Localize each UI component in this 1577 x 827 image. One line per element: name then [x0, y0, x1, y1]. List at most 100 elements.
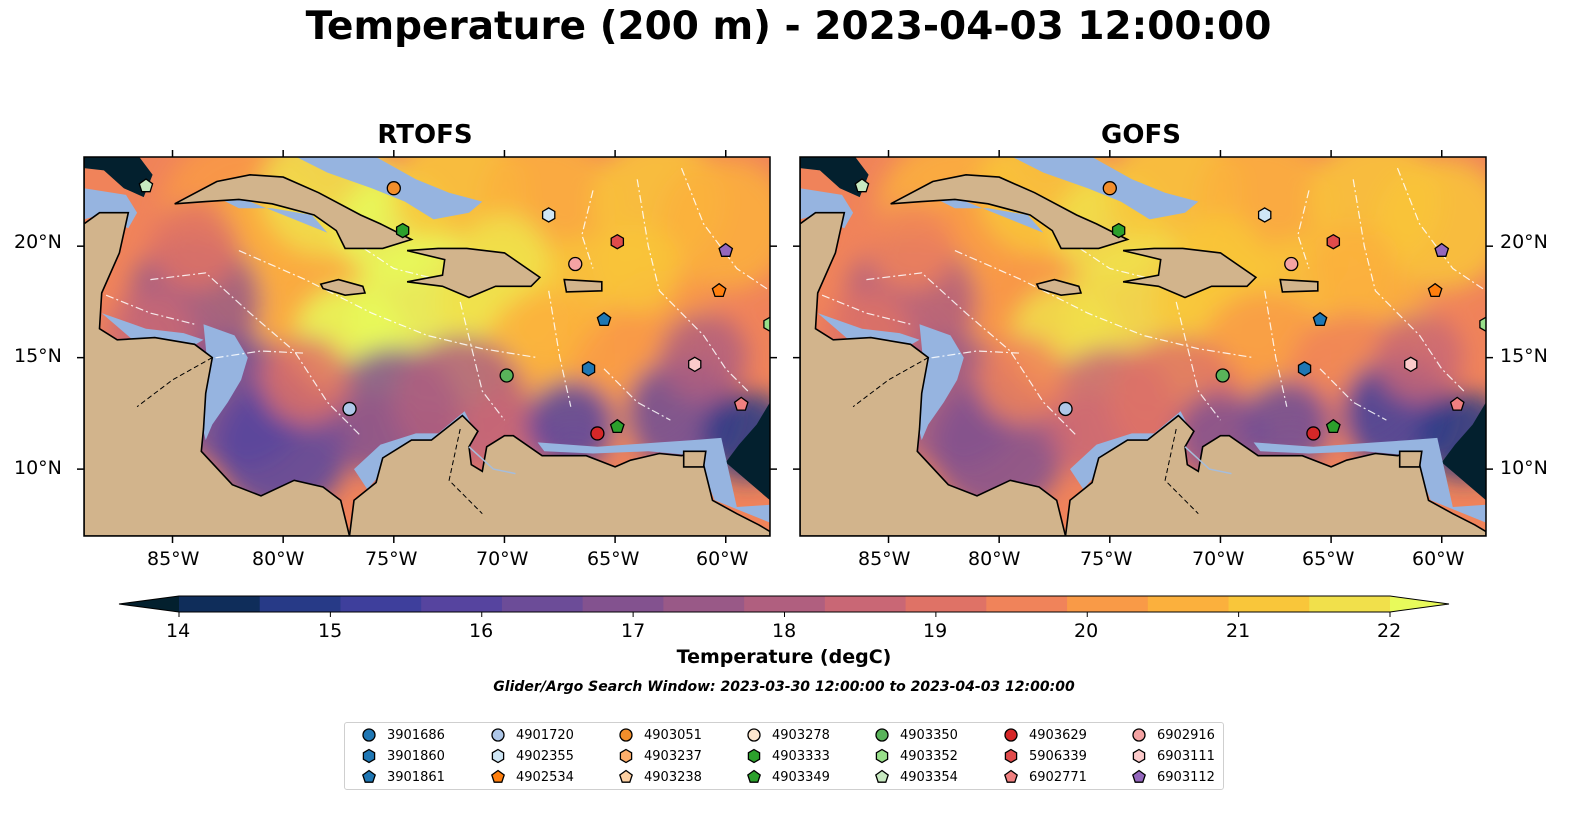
legend-label: 4901720	[516, 727, 574, 743]
colorbar-tick-18: 18	[772, 620, 797, 642]
axis-ticks	[77, 150, 777, 543]
legend-marker	[1004, 728, 1018, 742]
legend-marker-shape	[619, 769, 633, 783]
lon-tick-60w-right: 60°W	[1412, 548, 1465, 570]
float-observations	[138, 178, 770, 441]
legend-marker-shape	[1004, 748, 1018, 764]
land-trinidad	[682, 450, 707, 468]
legend-label: 4903349	[772, 769, 830, 785]
legend-marker-shape	[491, 728, 505, 742]
legend-marker-shape	[1004, 728, 1018, 742]
lon-tick-85w-right: 85°W	[858, 548, 911, 570]
temperature-cell	[150, 201, 239, 291]
legend-marker	[1132, 748, 1146, 764]
legend-item: 4903349	[746, 767, 830, 787]
colorbar-tick-16: 16	[469, 620, 494, 642]
shelf-nicaragua	[915, 324, 964, 441]
legend-marker-shape	[619, 728, 633, 742]
float-marker	[1215, 368, 1230, 383]
legend-marker-shape	[747, 769, 761, 783]
panel-title-gofs: GOFS	[1101, 120, 1181, 150]
float-marker	[386, 181, 401, 196]
deep-cold-water	[725, 402, 770, 501]
legend-marker-shape	[491, 769, 505, 783]
lat-tick-10n-right: 10°N	[1500, 457, 1548, 479]
float-marker	[1102, 181, 1117, 196]
colorbar-extend-max	[1390, 596, 1449, 612]
legend-marker-shape	[875, 728, 889, 742]
eez-line	[1297, 190, 1310, 269]
legend-marker	[362, 728, 376, 742]
legend-item: 3901860	[361, 746, 445, 766]
legend-marker	[491, 769, 505, 783]
eez-line	[954, 250, 1254, 359]
figure-title: Temperature (200 m) - 2023-04-03 12:00:0…	[305, 4, 1272, 49]
lon-tick-70w-right: 70°W	[1192, 548, 1245, 570]
legend-item: 4903629	[1003, 725, 1087, 745]
float-marker	[590, 426, 605, 441]
float-marker	[1257, 207, 1272, 223]
legend-marker	[747, 769, 761, 783]
eez-line	[548, 290, 572, 407]
land-hispaniola	[406, 247, 542, 299]
legend-marker	[1004, 769, 1018, 783]
float-marker	[1058, 401, 1073, 417]
legend-label: 4903354	[900, 769, 958, 785]
temperature-cell	[1308, 224, 1398, 313]
float-marker	[541, 207, 556, 223]
legend-marker-shape	[1004, 769, 1018, 783]
legend-marker-shape	[362, 728, 376, 742]
legend-item: 4902534	[490, 767, 574, 787]
eez-line	[238, 250, 538, 359]
float-marker	[1312, 311, 1328, 327]
float-marker	[1306, 426, 1321, 441]
legend-marker	[491, 728, 505, 742]
legend-label: 4903051	[644, 727, 702, 743]
eez-boundaries	[105, 167, 770, 437]
float-marker	[138, 178, 154, 193]
legend-label: 3901860	[387, 748, 445, 764]
legend-item: 6903112	[1131, 767, 1215, 787]
legend-marker-shape	[1132, 748, 1146, 764]
legend-label: 4903237	[644, 748, 702, 764]
legend-item: 4903333	[746, 746, 830, 766]
shelf-cubasouth	[932, 197, 1044, 233]
float-marker	[1325, 418, 1341, 434]
colorbar-segment	[259, 596, 342, 612]
colorbar-extend-min	[119, 596, 179, 612]
float-marker	[1404, 356, 1418, 373]
legend-marker-shape	[491, 748, 505, 764]
legend-item: 4903278	[746, 725, 830, 745]
temperature-cell	[1375, 157, 1486, 291]
country-border	[136, 357, 213, 408]
lake-river	[468, 446, 516, 475]
colorbar-tick-22: 22	[1377, 620, 1402, 642]
colorbar-segment	[824, 596, 907, 612]
country-border	[448, 428, 483, 515]
float-marker	[733, 396, 749, 411]
land-trinidad	[1398, 450, 1423, 468]
colorbar-label: Temperature (degC)	[676, 646, 892, 668]
colorbar-tick-17: 17	[621, 620, 646, 642]
lon-tick-75w-right: 75°W	[1080, 548, 1133, 570]
shelf-honduras	[101, 313, 204, 349]
land-central_east	[800, 211, 1067, 536]
colorbar-segment	[1228, 596, 1310, 612]
lat-tick-15n-left: 15°N	[14, 345, 62, 367]
lat-tick-10n-left: 10°N	[14, 457, 62, 479]
legend-marker	[362, 769, 376, 783]
lon-tick-65w-left: 65°W	[587, 548, 640, 570]
lon-tick-70w-left: 70°W	[476, 548, 529, 570]
legend-label: 4902355	[516, 748, 574, 764]
colorbar-segment	[340, 596, 422, 612]
legend-marker-shape	[875, 748, 889, 764]
legend-label: 3901861	[387, 769, 445, 785]
lat-tick-20n-right: 20°N	[1500, 231, 1548, 253]
colorbar-segment	[905, 596, 987, 612]
legend-item: 6903111	[1131, 746, 1215, 766]
colorbar-segment	[582, 596, 664, 612]
float-marker	[609, 418, 625, 434]
eez-line	[581, 190, 594, 269]
colorbar-segment	[501, 596, 584, 612]
eez-line	[459, 301, 505, 421]
